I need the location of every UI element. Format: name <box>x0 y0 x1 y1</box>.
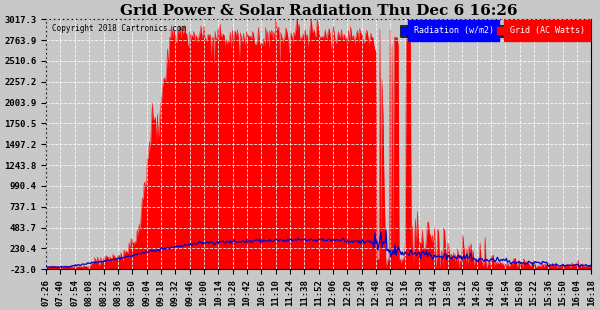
Text: Copyright 2018 Cartronics.com: Copyright 2018 Cartronics.com <box>52 24 186 33</box>
Legend: Radiation (w/m2), Grid (AC Watts): Radiation (w/m2), Grid (AC Watts) <box>399 24 587 38</box>
Title: Grid Power & Solar Radiation Thu Dec 6 16:26: Grid Power & Solar Radiation Thu Dec 6 1… <box>120 4 517 18</box>
